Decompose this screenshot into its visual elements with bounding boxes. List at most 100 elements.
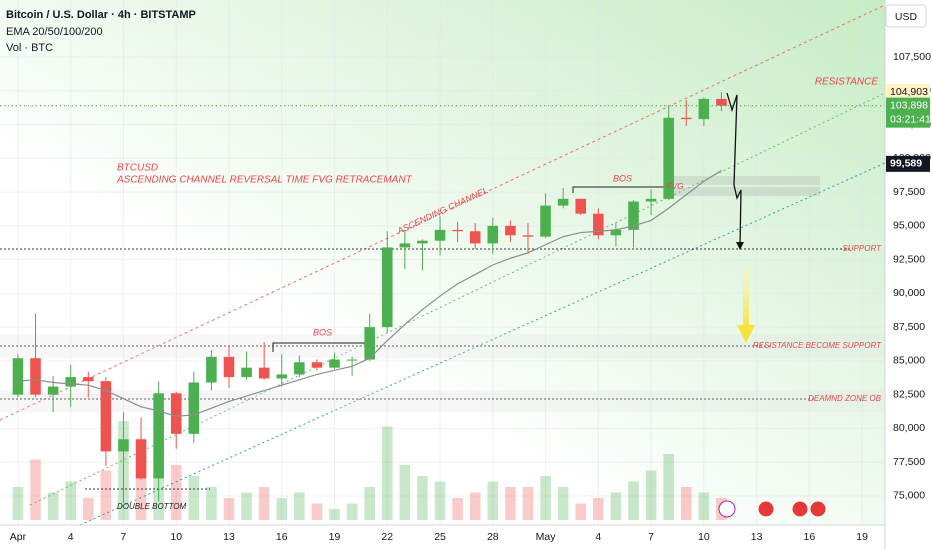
x-tick-label: Apr — [10, 531, 27, 543]
plot-background — [0, 0, 885, 525]
currency[interactable]: USD — [895, 11, 918, 23]
chart-title: Bitcoin / U.S. Dollar · 4h · BITSTAMP — [6, 9, 196, 21]
fvg-note: FVG — [667, 182, 683, 191]
candle-body — [47, 386, 59, 395]
volume-bar — [452, 498, 463, 520]
candle-body — [698, 98, 710, 120]
candle-body — [241, 367, 252, 378]
volume-bar — [223, 498, 235, 520]
volume-bar — [294, 492, 305, 520]
resistance-note: RESISTANCE — [815, 77, 878, 88]
candle-body — [258, 367, 270, 379]
event-icon[interactable] — [718, 500, 736, 518]
support-note: SUPPORT — [842, 244, 882, 253]
y-tick-label: 87,500 — [893, 321, 925, 333]
mid-channel — [29, 92, 886, 506]
y-tick-label: 90,000 — [893, 287, 925, 299]
y-tick-label: 82,500 — [893, 388, 925, 400]
yellow-arrow-head — [737, 325, 755, 343]
bos-line — [572, 186, 672, 193]
volume-bar — [628, 481, 639, 520]
bos-note: BOS — [613, 173, 632, 183]
x-tick-label: 13 — [223, 531, 235, 543]
volume-bar — [540, 476, 551, 520]
candle-body — [12, 358, 24, 395]
x-tick-label: 13 — [751, 531, 763, 543]
x-tick-label: 4 — [595, 531, 601, 543]
candle-body — [593, 213, 604, 236]
candle-body — [223, 356, 235, 378]
demand-note: DEAMND ZONE OB — [808, 394, 882, 403]
indicator-label[interactable]: EMA 20/50/100/200 — [6, 26, 103, 38]
volume-bar — [241, 492, 252, 520]
candle-body — [294, 362, 305, 375]
candle-body — [65, 377, 76, 387]
x-tick-label: 16 — [804, 531, 816, 543]
volume-bar — [575, 503, 587, 520]
volume-bar — [381, 426, 393, 520]
candle-body — [575, 198, 587, 214]
candle-body — [83, 377, 94, 382]
volume-bar — [100, 470, 112, 520]
y-tick-label: 92,500 — [893, 253, 925, 265]
volume-bar — [311, 503, 323, 520]
x-tick-label: 25 — [434, 531, 446, 543]
volume-bar — [505, 487, 516, 520]
x-tick-label: 19 — [856, 531, 868, 543]
candle-body — [399, 243, 411, 248]
countdown: 03:21:41 — [890, 113, 931, 125]
candle-body — [153, 393, 164, 479]
volume-bar — [663, 454, 674, 520]
upper-channel — [0, 4, 886, 421]
volume-bar — [680, 487, 692, 520]
x-tick-label: 19 — [329, 531, 341, 543]
volume-bar — [346, 503, 358, 520]
volume-bar — [364, 487, 375, 520]
y-tick-label: 97,500 — [893, 186, 925, 198]
candle-body — [628, 201, 639, 230]
crosshair-price-label: 99,589 — [890, 158, 922, 170]
double-bottom-note: DOUBLE BOTTOM — [117, 502, 187, 511]
event-icon[interactable] — [757, 500, 775, 518]
x-tick-label: May — [536, 531, 557, 543]
demand-zone — [0, 390, 885, 412]
volume-bar — [434, 481, 446, 520]
candle-body — [135, 439, 147, 479]
volume-bar — [329, 509, 340, 520]
candle-body — [540, 205, 551, 237]
volume-label[interactable]: Vol · BTC — [6, 42, 53, 54]
volume-bar — [698, 492, 710, 520]
candle-body — [505, 225, 516, 236]
projection-path — [726, 92, 742, 247]
candle-body — [188, 382, 200, 434]
currency-button[interactable] — [885, 4, 927, 28]
candle-body — [487, 225, 499, 244]
candle-body — [276, 374, 288, 379]
lower-channel — [79, 162, 886, 526]
volume-bar — [30, 459, 41, 520]
high-marker-label: 104,903 — [890, 86, 928, 98]
event-icon[interactable] — [809, 500, 827, 518]
y-tick-label: 95,000 — [893, 220, 925, 232]
candle-body — [118, 439, 129, 452]
fvg-box — [668, 187, 820, 196]
volume-bar — [170, 465, 182, 520]
volume-bar — [399, 465, 411, 520]
event-icon[interactable] — [791, 500, 809, 518]
last-price-box — [886, 97, 930, 128]
candle-body — [469, 231, 481, 244]
volume-bar — [276, 498, 288, 520]
candle-body — [716, 98, 727, 106]
y-tick-label: 85,000 — [893, 355, 925, 367]
y-tick-label: 77,500 — [893, 456, 925, 468]
x-tick-label: 7 — [648, 531, 654, 543]
bos-note: BOS — [313, 327, 332, 337]
time-axis — [0, 525, 885, 550]
x-tick-label: 4 — [68, 531, 74, 543]
fvg-box — [668, 176, 820, 185]
y-tick-label: 80,000 — [893, 422, 925, 434]
volume-bar — [557, 487, 569, 520]
x-tick-label: 10 — [170, 531, 182, 543]
symbol-note: BTCUSD — [117, 163, 158, 174]
candle-body — [30, 358, 41, 395]
